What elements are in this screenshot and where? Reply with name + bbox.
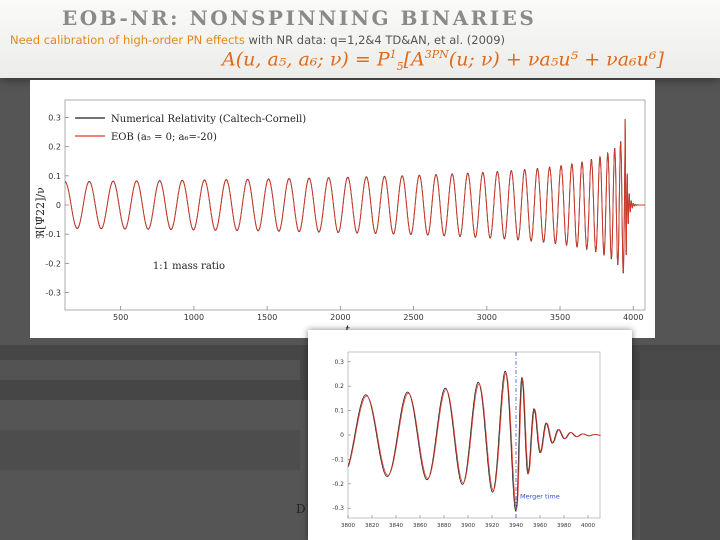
- x-tick-label: 1000: [184, 313, 204, 322]
- inset-y-tick-label: -0.3: [332, 505, 344, 512]
- y-axis-label: ℜ[Ψ̄22]/ν: [34, 187, 47, 239]
- mass-ratio-annotation: 1:1 mass ratio: [153, 261, 225, 272]
- formula-lhs: A(u, a₅, a₆; ν) = P: [222, 48, 390, 71]
- formula-rest: (u; ν) + νa₅u⁵ + νa₆u⁶]: [448, 48, 664, 71]
- inset-x-tick-label: 4000: [581, 523, 595, 529]
- y-tick-label: 0.3: [48, 114, 61, 123]
- y-tick-label: -0.3: [45, 289, 61, 298]
- inset-x-tick-label: 3880: [437, 523, 451, 529]
- x-tick-label: 2000: [330, 313, 350, 322]
- y-tick-label: -0.1: [45, 230, 61, 239]
- y-tick-label: -0.2: [45, 259, 61, 268]
- subtitle-rest: with NR data: q=1,2&4 TD&AN, et al. (200…: [244, 33, 506, 47]
- inset-y-tick-label: -0.1: [332, 456, 344, 463]
- x-tick-label: 1500: [257, 313, 277, 322]
- inset-eob-line: [348, 372, 601, 510]
- eob-waveform-line: [64, 120, 645, 273]
- inset-x-tick-label: 3800: [341, 523, 355, 529]
- x-tick-label: 4000: [623, 313, 643, 322]
- inset-y-tick-label: 0.2: [334, 383, 344, 390]
- inset-chart: 3800 3820 3840 3860 3880 3900 3920 3940 3960 3980…: [332, 351, 601, 529]
- slide-title: EOB-NR: NONSPINNING BINARIES: [62, 6, 537, 30]
- inset-x-tick-label: 3960: [533, 523, 547, 529]
- y-tick-label: 0.2: [48, 143, 61, 152]
- inset-x-tick-label: 3860: [413, 523, 427, 529]
- legend-label-nr: Numerical Relativity (Caltech-Cornell): [111, 114, 306, 125]
- slide-header: EOB-NR: NONSPINNING BINARIES Need calibr…: [0, 0, 720, 78]
- inset-x-tick-label: 3900: [461, 523, 475, 529]
- main-chart: 500 1000 1500 2000 2500 3000 3500 4000 0.3 0.2 0.1…: [34, 99, 646, 337]
- x-tick-label: 500: [113, 313, 128, 322]
- x-tick-label: 3500: [550, 313, 570, 322]
- inset-x-tick-label: 3920: [485, 523, 499, 529]
- formula-a-sup: 3PN: [424, 48, 449, 61]
- inset-x-tick-label: 3940: [509, 523, 523, 529]
- y-tick-label: 0.1: [48, 172, 61, 181]
- inset-x-tick-label: 3820: [365, 523, 379, 529]
- inset-nr-line: [347, 370, 600, 512]
- formula: A(u, a₅, a₆; ν) = P15[A3PN(u; ν) + νa₅u⁵…: [222, 48, 664, 73]
- main-chart-panel: 500 1000 1500 2000 2500 3000 3500 4000 0.3 0.2 0.1…: [30, 80, 655, 338]
- inset-y-tick-label: -0.2: [332, 481, 344, 488]
- x-tick-label: 2500: [403, 313, 423, 322]
- subtitle-highlight: Need calibration of high-order PN effect…: [10, 33, 245, 47]
- formula-pade-sup: 1: [389, 48, 397, 61]
- inset-x-tick-label: 3980: [557, 523, 571, 529]
- inset-x-tick-label: 3840: [389, 523, 403, 529]
- x-tick-label: 3000: [477, 313, 497, 322]
- formula-pade-sub: 5: [396, 60, 404, 74]
- legend-label-eob: EOB (a₅ = 0; a₆=-20): [111, 132, 217, 143]
- inset-chart-panel: 3800 3820 3840 3860 3880 3900 3920 3940 3960 3980…: [308, 330, 632, 540]
- inset-y-tick-label: 0: [340, 432, 344, 439]
- footer-text: D: [296, 502, 306, 516]
- legend: Numerical Relativity (Caltech-Cornell) EO…: [75, 114, 306, 143]
- slide-subtitle: Need calibration of high-order PN effect…: [10, 33, 505, 47]
- y-tick-label: 0: [56, 201, 61, 210]
- formula-bracket: [A: [403, 48, 425, 71]
- inset-y-tick-label: 0.1: [334, 408, 344, 415]
- merger-time-label: Merger time: [520, 492, 560, 500]
- inset-y-tick-label: 0.3: [334, 359, 344, 366]
